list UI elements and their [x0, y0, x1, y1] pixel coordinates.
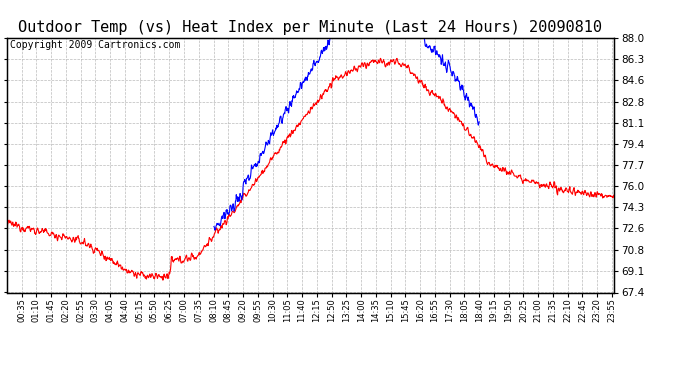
Title: Outdoor Temp (vs) Heat Index per Minute (Last 24 Hours) 20090810: Outdoor Temp (vs) Heat Index per Minute … [19, 20, 602, 35]
Text: Copyright 2009 Cartronics.com: Copyright 2009 Cartronics.com [10, 40, 180, 50]
